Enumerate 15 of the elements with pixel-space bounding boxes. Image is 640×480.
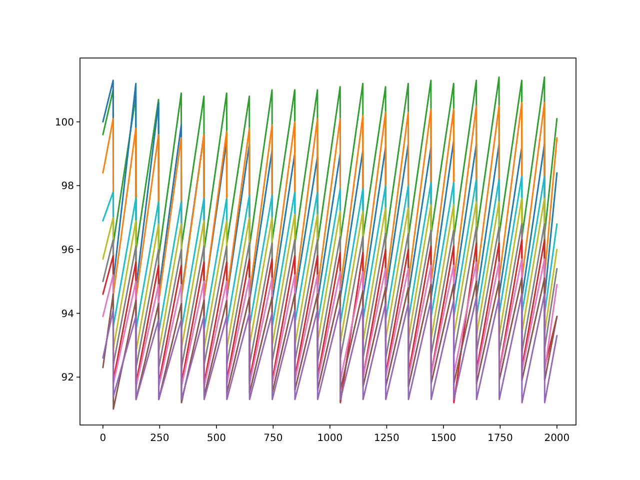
x-tick-label: 750	[264, 433, 283, 444]
y-tick-label: 94	[61, 308, 74, 320]
y-tick-label: 98	[61, 181, 74, 192]
x-tick-label: 1500	[430, 433, 456, 444]
x-tick-label: 250	[150, 433, 170, 444]
x-tick-label: 0	[100, 433, 106, 444]
line-series	[102, 293, 558, 404]
x-tick-label: 1250	[374, 433, 400, 444]
y-tick-label: 100	[54, 117, 74, 128]
y-tick-label: 96	[61, 244, 74, 256]
y-tick-label: 92	[61, 372, 74, 384]
x-tick-label: 2000	[544, 433, 570, 444]
x-tick-label: 500	[206, 433, 226, 444]
x-tick-label: 1000	[317, 433, 343, 444]
x-tick-label: 1750	[487, 433, 513, 444]
